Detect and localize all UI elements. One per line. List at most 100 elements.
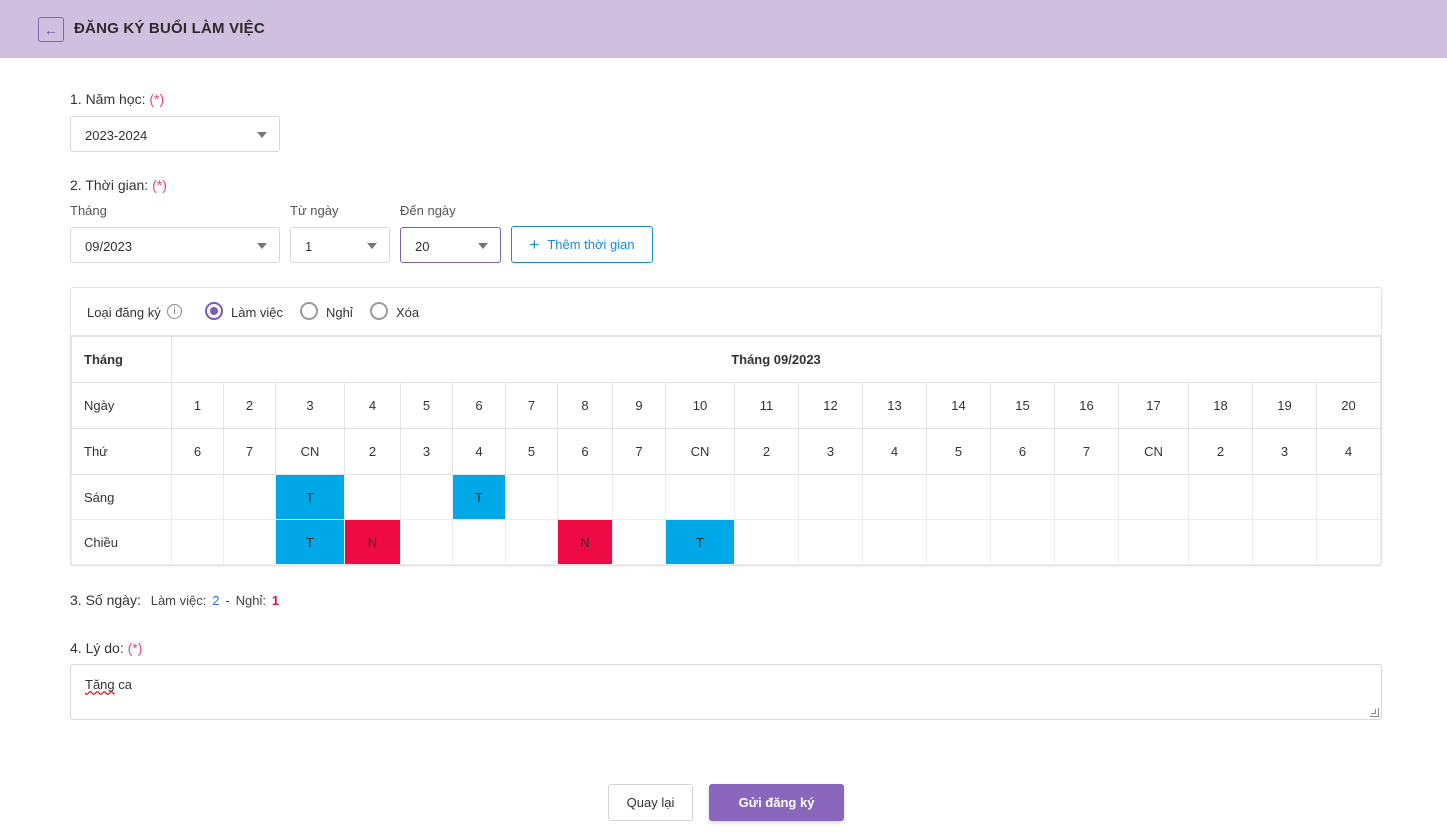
add-time-button[interactable]: + Thêm thời gian — [511, 226, 653, 263]
radio-off-label[interactable]: Nghỉ — [326, 305, 353, 320]
morning-slot-cell[interactable] — [665, 474, 735, 520]
morning-row: Sáng T T — [71, 474, 1381, 520]
radio-work[interactable] — [205, 302, 223, 320]
day-cell: 9 — [612, 382, 666, 429]
submit-button[interactable]: Gửi đăng ký — [709, 784, 844, 821]
radio-delete[interactable] — [370, 302, 388, 320]
weekday-header-cell: Thứ — [71, 428, 172, 475]
day-cell: 18 — [1188, 382, 1253, 429]
back-button[interactable]: ← — [38, 17, 64, 42]
from-date-select[interactable]: 1 — [290, 227, 390, 263]
month-value: 09/2023 — [85, 239, 132, 254]
time-label: 2. Thời gian: (*) — [70, 177, 167, 193]
work-count-label: Làm việc: — [150, 593, 207, 608]
day-count-label: 3. Số ngày: — [70, 592, 141, 608]
weekday-cell: 4 — [1316, 428, 1381, 475]
reason-textarea[interactable]: Tăng ca — [70, 664, 1382, 720]
weekday-cell: 2 — [344, 428, 401, 475]
morning-slot-cell[interactable] — [557, 474, 613, 520]
afternoon-slot-cell[interactable] — [1316, 519, 1381, 565]
afternoon-slot-cell[interactable] — [400, 519, 453, 565]
required-mark: (*) — [127, 640, 143, 656]
afternoon-slot-cell[interactable] — [1054, 519, 1119, 565]
morning-slot-cell[interactable] — [1316, 474, 1381, 520]
morning-slot-cell[interactable] — [223, 474, 276, 520]
afternoon-slot-cell[interactable] — [1252, 519, 1317, 565]
afternoon-slot-cell[interactable] — [926, 519, 991, 565]
chevron-down-icon — [478, 243, 488, 249]
register-type-label: Loại đăng ký — [87, 305, 161, 320]
to-date-value: 20 — [415, 239, 430, 254]
radio-off[interactable] — [300, 302, 318, 320]
morning-slot-cell[interactable] — [505, 474, 558, 520]
weekday-cell: 3 — [1252, 428, 1317, 475]
afternoon-slot-cell[interactable] — [862, 519, 927, 565]
morning-slot-cell[interactable] — [344, 474, 401, 520]
from-date-value: 1 — [305, 239, 313, 254]
weekday-cell: 2 — [1188, 428, 1253, 475]
morning-slot-cell[interactable] — [862, 474, 927, 520]
afternoon-slot-cell[interactable] — [1188, 519, 1253, 565]
resize-handle-icon[interactable] — [1370, 708, 1379, 717]
afternoon-slot-cell[interactable] — [990, 519, 1055, 565]
afternoon-slot-cell[interactable] — [505, 519, 558, 565]
weekday-cell: 7 — [1054, 428, 1119, 475]
weekday-cell: 7 — [223, 428, 276, 475]
morning-slot-cell[interactable] — [926, 474, 991, 520]
afternoon-slot-cell[interactable] — [798, 519, 863, 565]
weekday-cell: 3 — [400, 428, 453, 475]
afternoon-slot-cell[interactable] — [734, 519, 799, 565]
day-row: Ngày 1 2 3 4 5 6 7 8 9 10 11 12 13 14 15 16 17 18 19 20 — [71, 382, 1381, 429]
radio-delete-label[interactable]: Xóa — [396, 305, 420, 320]
weekday-cell: CN — [275, 428, 345, 475]
morning-slot-cell[interactable] — [171, 474, 224, 520]
plus-icon: + — [529, 235, 540, 254]
day-count-line: 3. Số ngày: Làm việc: 2 - Nghỉ: 1 — [70, 592, 279, 608]
morning-slot-cell[interactable] — [612, 474, 666, 520]
day-cell: 19 — [1252, 382, 1317, 429]
morning-slot-cell[interactable] — [1118, 474, 1189, 520]
weekday-cell: 4 — [862, 428, 927, 475]
morning-slot-cell[interactable] — [990, 474, 1055, 520]
weekday-cell: 5 — [926, 428, 991, 475]
afternoon-slot-cell[interactable] — [1118, 519, 1189, 565]
to-date-label: Đến ngày — [400, 203, 456, 218]
morning-slot-cell[interactable] — [1188, 474, 1253, 520]
day-cell: 5 — [400, 382, 453, 429]
morning-slot-cell[interactable]: T — [452, 474, 506, 520]
radio-work-label[interactable]: Làm việc — [231, 305, 284, 320]
from-date-label: Từ ngày — [290, 203, 339, 218]
school-year-select[interactable]: 2023-2024 — [70, 116, 280, 152]
afternoon-slot-cell[interactable]: N — [557, 519, 613, 565]
back-footer-button[interactable]: Quay lại — [608, 784, 693, 821]
to-date-select[interactable]: 20 — [400, 227, 501, 263]
day-cell: 13 — [862, 382, 927, 429]
morning-slot-cell[interactable] — [1054, 474, 1119, 520]
reason-value: Tăng ca — [85, 677, 132, 692]
day-cell: 2 — [223, 382, 276, 429]
day-cell: 1 — [171, 382, 224, 429]
info-icon[interactable]: i — [167, 304, 182, 319]
morning-slot-cell[interactable] — [1252, 474, 1317, 520]
afternoon-slot-cell[interactable]: T — [275, 519, 345, 565]
morning-slot-cell[interactable] — [400, 474, 453, 520]
morning-slot-cell[interactable] — [798, 474, 863, 520]
afternoon-slot-cell[interactable] — [612, 519, 666, 565]
morning-slot-cell[interactable]: T — [275, 474, 345, 520]
afternoon-slot-cell[interactable] — [171, 519, 224, 565]
afternoon-slot-cell[interactable]: T — [665, 519, 735, 565]
month-row: Tháng Tháng 09/2023 — [71, 336, 1381, 383]
day-cell: 10 — [665, 382, 735, 429]
chevron-down-icon — [257, 132, 267, 138]
afternoon-slot-cell[interactable] — [452, 519, 506, 565]
month-title-cell: Tháng 09/2023 — [171, 336, 1381, 383]
afternoon-slot-cell[interactable]: N — [344, 519, 401, 565]
afternoon-slot-cell[interactable] — [223, 519, 276, 565]
weekday-cell: 4 — [452, 428, 506, 475]
day-cell: 16 — [1054, 382, 1119, 429]
weekday-cell: 2 — [734, 428, 799, 475]
morning-slot-cell[interactable] — [734, 474, 799, 520]
month-header-cell: Tháng — [71, 336, 172, 383]
month-select[interactable]: 09/2023 — [70, 227, 280, 263]
